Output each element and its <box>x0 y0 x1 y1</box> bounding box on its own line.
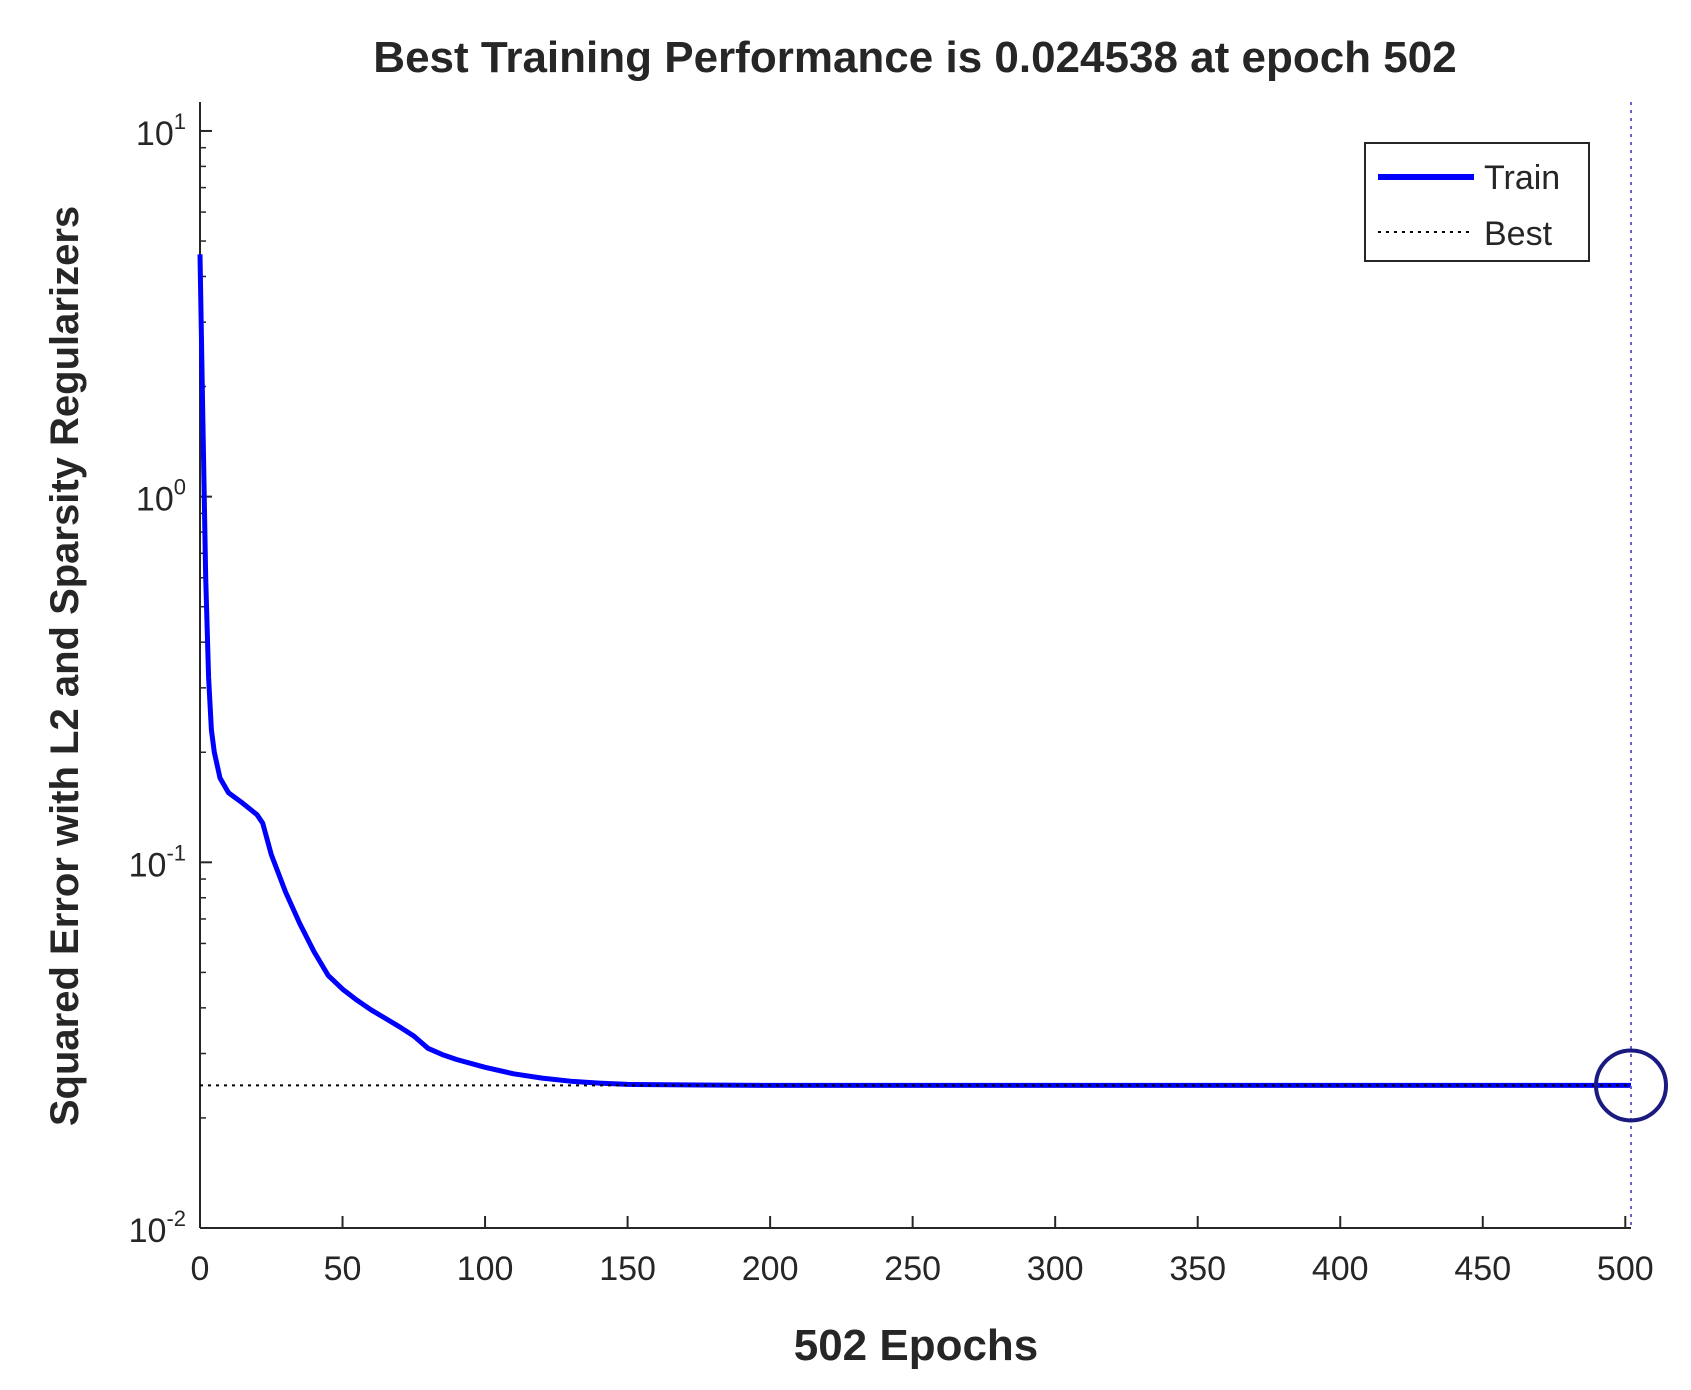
best-point-marker <box>1594 1048 1668 1123</box>
x-tick-label: 300 <box>1027 1250 1084 1288</box>
x-tick-label: 50 <box>324 1250 362 1288</box>
y-axis-label: Squared Error with L2 and Sparsity Regul… <box>43 206 87 1126</box>
x-tick-label: 250 <box>884 1250 941 1288</box>
series-train-line <box>197 254 1631 1088</box>
chart-title: Best Training Performance is 0.024538 at… <box>373 33 1456 82</box>
series-layer <box>197 102 1668 1228</box>
y-tick-label: 10-2 <box>129 1206 186 1250</box>
x-tick-label: 500 <box>1597 1250 1654 1288</box>
x-tick-label: 350 <box>1169 1250 1226 1288</box>
y-tick-label: 101 <box>136 109 186 153</box>
y-tick-label: 100 <box>136 475 186 519</box>
x-axis-label: 502 Epochs <box>794 1321 1039 1370</box>
x-tick-label: 100 <box>457 1250 514 1288</box>
x-ticks: 0 50 100 150 200 250 300 350 400 450 500 <box>191 1216 1654 1288</box>
y-tick-label: 10-1 <box>129 840 186 884</box>
y-ticks: 10-2 10-1 100 101 <box>129 109 212 1250</box>
x-tick-label: 0 <box>191 1250 210 1288</box>
legend: Train Best <box>1364 142 1590 262</box>
x-tick-label: 200 <box>742 1250 799 1288</box>
legend-box <box>1364 142 1590 262</box>
legend-label-train: Train <box>1484 159 1560 197</box>
x-tick-label: 150 <box>599 1250 656 1288</box>
x-tick-label: 400 <box>1312 1250 1369 1288</box>
legend-label-best: Best <box>1484 215 1553 253</box>
x-tick-label: 450 <box>1454 1250 1511 1288</box>
